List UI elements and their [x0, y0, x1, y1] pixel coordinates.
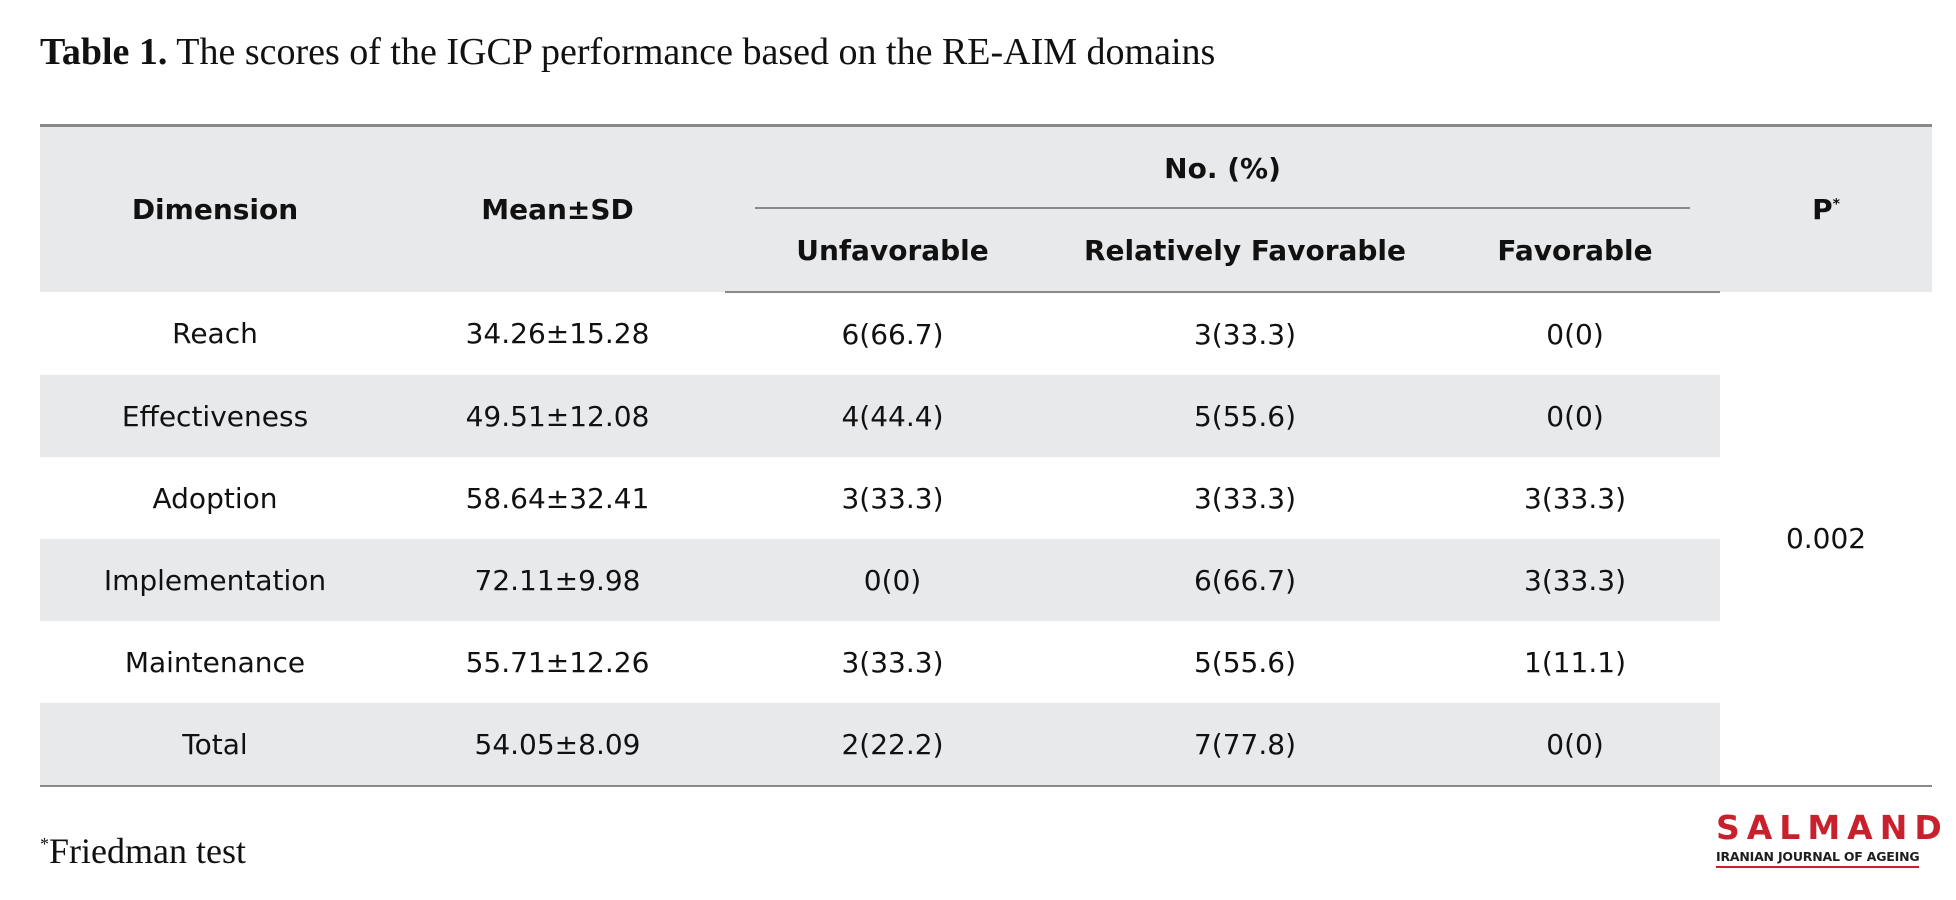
header-group-label: No. (%)	[1164, 151, 1281, 185]
table-row: Implementation 72.11±9.98 0(0) 6(66.7) 3…	[40, 539, 1932, 621]
header-p-label: P	[1812, 193, 1833, 226]
header-dimension: Dimension	[40, 124, 390, 292]
cell-dimension: Maintenance	[124, 645, 306, 679]
caption-label: Table 1.	[40, 31, 168, 73]
journal-logo: SALMAND IRANIAN JOURNAL OF AGEING	[1716, 808, 1949, 868]
cell-unfavorable: 2(22.2)	[725, 703, 1060, 787]
header-group-no-percent: No. (%)	[725, 124, 1721, 209]
cell-unfavorable: 3(33.3)	[841, 481, 944, 515]
cell-relatively-favorable: 5(55.6)	[1060, 375, 1430, 457]
header-relatively-favorable: Relatively Favorable	[1060, 209, 1430, 293]
group-divider	[755, 207, 1691, 209]
cell-mean-sd: 54.05±8.09	[390, 703, 725, 787]
header-mean-sd: Mean±SD	[390, 124, 725, 292]
cell-relatively-favorable: 6(66.7)	[1060, 539, 1430, 621]
cell-dimension: Implementation	[40, 539, 390, 621]
logo-subtitle: IRANIAN JOURNAL OF AGEING	[1716, 849, 1920, 868]
cell-favorable: 3(33.3)	[1524, 481, 1627, 515]
footnote-text: Friedman test	[49, 831, 246, 871]
table-header: Dimension Mean±SD No. (%) P* Unfavorable…	[40, 124, 1933, 293]
cell-favorable: 0(0)	[1430, 703, 1721, 787]
logo-wordmark: SALMAND	[1716, 808, 1949, 847]
cell-favorable: 0(0)	[1546, 317, 1604, 351]
header-unfavorable: Unfavorable	[725, 209, 1060, 293]
cell-mean-sd: 49.51±12.08	[390, 375, 725, 457]
header-p: P*	[1720, 124, 1933, 292]
cell-dimension: Reach	[172, 317, 258, 350]
footnote-mark: *	[40, 834, 49, 854]
table-row: Reach 34.26±15.28 6(66.7) 3(33.3) 0(0) 0…	[40, 292, 1933, 787]
results-table: Dimension Mean±SD No. (%) P* Unfavorable…	[40, 124, 1933, 787]
cell-relatively-favorable: 3(33.3)	[1193, 481, 1296, 515]
table-footnote: *Friedman test	[40, 830, 246, 872]
cell-favorable: 0(0)	[1430, 375, 1721, 457]
cell-unfavorable: 4(44.4)	[725, 375, 1060, 457]
cell-relatively-favorable: 7(77.8)	[1060, 703, 1430, 787]
caption-text: The scores of the IGCP performance based…	[167, 31, 1216, 73]
cell-mean-sd: 58.64±32.41	[465, 481, 650, 515]
table-row: Maintenance 55.71±12.26 3(33.3) 5(55.6) …	[40, 621, 1932, 703]
cell-dimension: Total	[40, 703, 390, 787]
cell-relatively-favorable: 5(55.6)	[1193, 645, 1296, 679]
cell-mean-sd: 55.71±12.26	[465, 645, 650, 679]
cell-unfavorable: 0(0)	[725, 539, 1060, 621]
table-body: Reach 34.26±15.28 6(66.7) 3(33.3) 0(0) 0…	[40, 292, 1933, 787]
header-favorable: Favorable	[1430, 209, 1721, 293]
header-p-mark: *	[1832, 196, 1840, 213]
table-row: Total 54.05±8.09 2(22.2) 7(77.8) 0(0)	[40, 703, 1932, 787]
table-row: Effectiveness 49.51±12.08 4(44.4) 5(55.6…	[40, 375, 1932, 457]
cell-relatively-favorable: 3(33.3)	[1193, 317, 1296, 351]
cell-unfavorable: 6(66.7)	[841, 317, 944, 351]
cell-mean-sd: 72.11±9.98	[390, 539, 725, 621]
table-caption: Table 1. The scores of the IGCP performa…	[40, 30, 1215, 74]
cell-favorable: 3(33.3)	[1430, 539, 1721, 621]
cell-dimension: Adoption	[152, 481, 278, 515]
cell-p-value: 0.002	[1720, 292, 1933, 787]
table-row: Adoption 58.64±32.41 3(33.3) 3(33.3) 3(3…	[40, 457, 1932, 539]
cell-mean-sd: 34.26±15.28	[465, 317, 650, 350]
cell-unfavorable: 3(33.3)	[841, 645, 944, 679]
cell-dimension: Effectiveness	[40, 375, 390, 457]
cell-favorable: 1(11.1)	[1524, 645, 1627, 679]
